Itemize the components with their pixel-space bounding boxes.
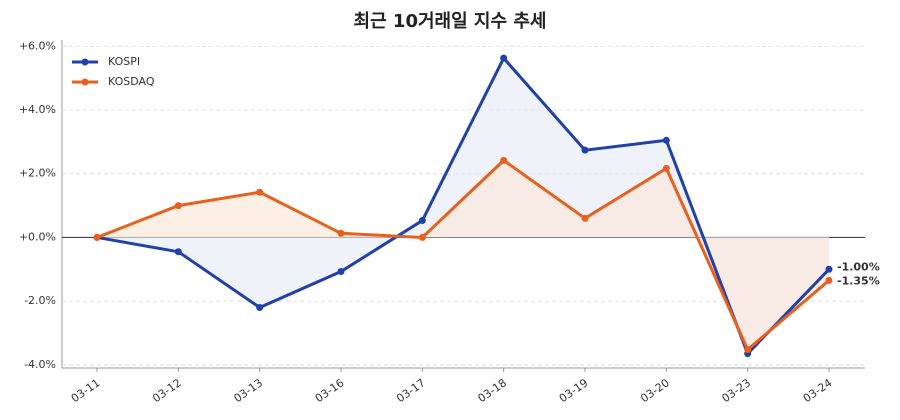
value-label: -1.35% <box>837 274 880 287</box>
point <box>256 188 264 196</box>
x-tick-label: 03-18 <box>475 376 509 405</box>
point <box>174 202 182 210</box>
point <box>825 265 833 273</box>
point <box>93 233 101 241</box>
point <box>337 268 345 276</box>
point <box>256 303 264 311</box>
x-tick-label: 03-24 <box>801 376 835 405</box>
point <box>825 276 833 284</box>
x-tick-label: 03-20 <box>638 376 672 405</box>
x-tick-label: 03-16 <box>313 376 347 405</box>
x-tick-label: 03-17 <box>394 376 428 405</box>
legend-label: KOSDAQ <box>108 75 155 88</box>
x-tick-label: 03-12 <box>150 376 184 405</box>
y-tick-label: +6.0% <box>19 39 56 52</box>
point <box>337 229 345 237</box>
line <box>96 55 831 357</box>
point <box>500 54 508 62</box>
legend-marker <box>81 78 89 86</box>
y-tick-label: -2.0% <box>24 294 56 307</box>
x-tick-label: 03-23 <box>719 376 753 405</box>
point <box>581 214 589 222</box>
value-label: -1.00% <box>837 260 880 273</box>
legend-marker <box>81 58 89 66</box>
y-tick-label: -4.0% <box>24 358 56 371</box>
y-tick-label: +2.0% <box>19 167 56 180</box>
area <box>97 160 829 350</box>
legend-label: KOSPI <box>108 55 140 68</box>
point <box>662 136 670 144</box>
x-tick-label: 03-19 <box>557 376 591 405</box>
y-tick-label: +0.0% <box>19 230 56 243</box>
point <box>662 164 670 172</box>
x-tick-label: 03-13 <box>231 376 265 405</box>
point <box>418 233 426 241</box>
line <box>96 158 830 352</box>
point <box>744 346 752 354</box>
point <box>418 217 426 225</box>
point <box>581 146 589 154</box>
y-tick-label: +4.0% <box>19 103 56 116</box>
point <box>500 156 508 164</box>
point <box>174 248 182 256</box>
x-tick-label: 03-11 <box>69 376 103 405</box>
chart-title: 최근 10거래일 지수 추세 <box>354 11 547 32</box>
